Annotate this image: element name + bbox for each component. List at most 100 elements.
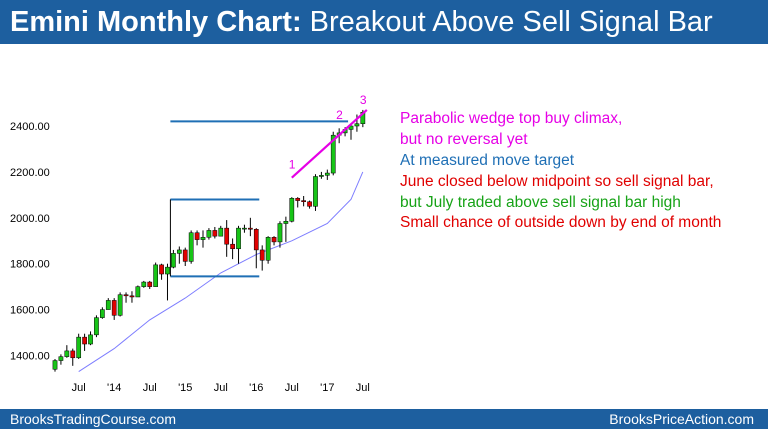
candle-body [82,336,87,345]
candle-body [94,317,99,336]
candle-body [236,227,241,250]
candle [64,345,70,358]
candle [159,263,164,280]
wedge-trendline [291,109,368,179]
footer-right-link[interactable]: BrooksPriceAction.com [609,411,754,427]
candle [52,358,58,372]
annotation-line: Small chance of outside down by end of m… [400,214,722,231]
candle-body [171,253,176,268]
candle [129,291,135,303]
candle [218,225,224,237]
candle [212,226,218,239]
candle-body [182,249,188,262]
candle [147,280,153,289]
wedge-push-label: 2 [336,108,343,122]
candle-body [206,230,212,238]
candle [354,114,360,132]
moving-average-layer [78,171,364,373]
candle [100,307,105,319]
candle-body [76,336,82,359]
candle [271,236,277,246]
x-tick-label: Jul [356,382,370,394]
candle-body [277,223,283,243]
candle-body [123,294,129,297]
candle-body [153,264,158,287]
candle [319,171,324,179]
candle-body [265,237,271,261]
candle [313,174,318,211]
candle-body [200,237,206,240]
wedge-push-label: 1 [289,157,296,171]
y-tick-label: 1400.00 [10,351,50,363]
x-tick-label: '16 [249,382,263,394]
annotation-line: Parabolic wedge top buy climax, [400,110,623,127]
annotation-line: but July traded above sell signal bar hi… [400,194,681,211]
candle [123,292,129,303]
candle-body [70,350,76,359]
candle-body [271,237,277,243]
candle [188,230,194,264]
candle [194,230,200,246]
candle-body [141,281,147,287]
candle [265,236,271,264]
candle [111,298,117,320]
candle [301,195,306,207]
annotation-line: but no reversal yet [400,131,528,148]
candle-body [283,220,289,224]
candle-body [224,227,230,245]
candle [176,246,182,264]
candle [135,285,141,298]
candle-body [100,309,105,318]
y-tick-label: 1800.00 [10,259,50,271]
candle-body [52,360,58,370]
candle-body [218,227,224,237]
wedge-push-label: 3 [360,93,367,107]
candle [182,247,188,266]
candle-body [348,125,354,130]
candle-body [242,227,247,230]
candle [153,262,158,287]
candle [224,220,230,257]
candle [141,280,147,288]
candle-body [105,300,111,310]
y-tick-label: 2000.00 [10,213,50,225]
candle [307,200,312,209]
candle [248,217,253,237]
x-tick-label: '14 [107,382,121,394]
candle-body [289,198,295,222]
title-bold: Emini Monthly Chart: [10,6,302,38]
candle [58,354,64,365]
y-tick-label: 1600.00 [10,305,50,317]
x-tick-label: '15 [178,382,192,394]
candle-body [295,198,301,201]
x-tick-label: Jul [72,382,86,394]
price-chart: 1 2 3 1400.00 1600.00 1800.00 2000.00 2200.00 2… [10,93,370,394]
candle-body [88,334,93,345]
candle-body [307,201,312,207]
candles-layer [52,109,366,372]
candle-body [135,286,141,298]
candle [324,169,330,180]
candle-body [165,266,170,275]
y-tick-label: 2400.00 [10,121,50,133]
candle-body [313,176,318,207]
candle [259,245,265,271]
candle [70,348,76,366]
footer-left-link[interactable]: BrooksTradingCourse.com [10,411,176,427]
candle-body [301,200,306,202]
x-tick-label: Jul [214,382,228,394]
candle [206,228,212,240]
candle [94,315,99,338]
candle [105,298,111,310]
candle-body [354,123,360,127]
candle [348,124,354,140]
candle [230,238,235,260]
candle-body [324,172,330,176]
candle-body [319,175,324,177]
candle [165,263,170,301]
x-tick-label: Jul [285,382,299,394]
candle [76,333,82,359]
candle-body [194,232,200,240]
candle [200,230,206,248]
footer-band: BrooksTradingCourse.com BrooksPriceActio… [0,409,768,429]
